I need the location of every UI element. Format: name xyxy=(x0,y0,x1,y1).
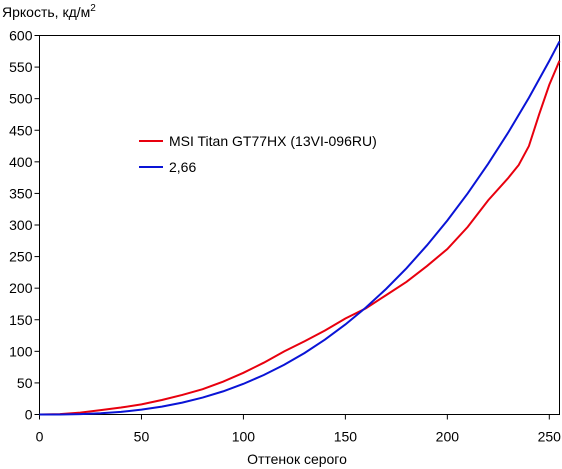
series-line-gamma-2-66 xyxy=(39,40,561,416)
y-tick-label: 550 xyxy=(9,59,33,75)
legend-label-msi-titan: MSI Titan GT77HX (13VI-096RU) xyxy=(169,133,377,149)
series-lines xyxy=(39,40,561,416)
x-tick-label: 200 xyxy=(436,429,460,445)
y-tick-label: 200 xyxy=(9,280,33,296)
y-tick-label: 50 xyxy=(17,375,33,391)
y-tick-label: 0 xyxy=(25,407,33,423)
y-tick-label: 300 xyxy=(9,217,33,233)
x-axis-ticks: 0 50 100 150 200 250 xyxy=(36,414,562,445)
y-tick-label: 600 xyxy=(9,28,33,44)
y-axis-title-superscript: 2 xyxy=(90,3,96,14)
x-axis-title: Оттенок серого xyxy=(247,451,347,467)
y-axis-ticks: 0 50 100 150 200 250 300 350 400 450 500 550 600 xyxy=(9,28,40,423)
x-tick-label: 150 xyxy=(334,429,358,445)
x-tick-label: 250 xyxy=(538,429,562,445)
x-tick-label: 100 xyxy=(232,429,256,445)
y-tick-label: 450 xyxy=(9,122,33,138)
series-line-msi-titan xyxy=(39,60,561,416)
y-tick-label: 250 xyxy=(9,249,33,265)
y-tick-label: 100 xyxy=(9,343,33,359)
y-tick-label: 350 xyxy=(9,185,33,201)
y-tick-label: 500 xyxy=(9,91,33,107)
legend: MSI Titan GT77HX (13VI-096RU) 2,66 xyxy=(139,133,377,175)
y-axis-title: Яркость, кд/м2 xyxy=(2,3,96,20)
plot-area xyxy=(39,35,560,415)
legend-label-gamma-2-66: 2,66 xyxy=(169,159,196,175)
x-tick-label: 0 xyxy=(36,429,44,445)
x-tick-label: 50 xyxy=(134,429,150,445)
y-tick-label: 150 xyxy=(9,312,33,328)
y-tick-label: 400 xyxy=(9,154,33,170)
y-axis-title-text: Яркость, кд/м xyxy=(2,4,90,20)
